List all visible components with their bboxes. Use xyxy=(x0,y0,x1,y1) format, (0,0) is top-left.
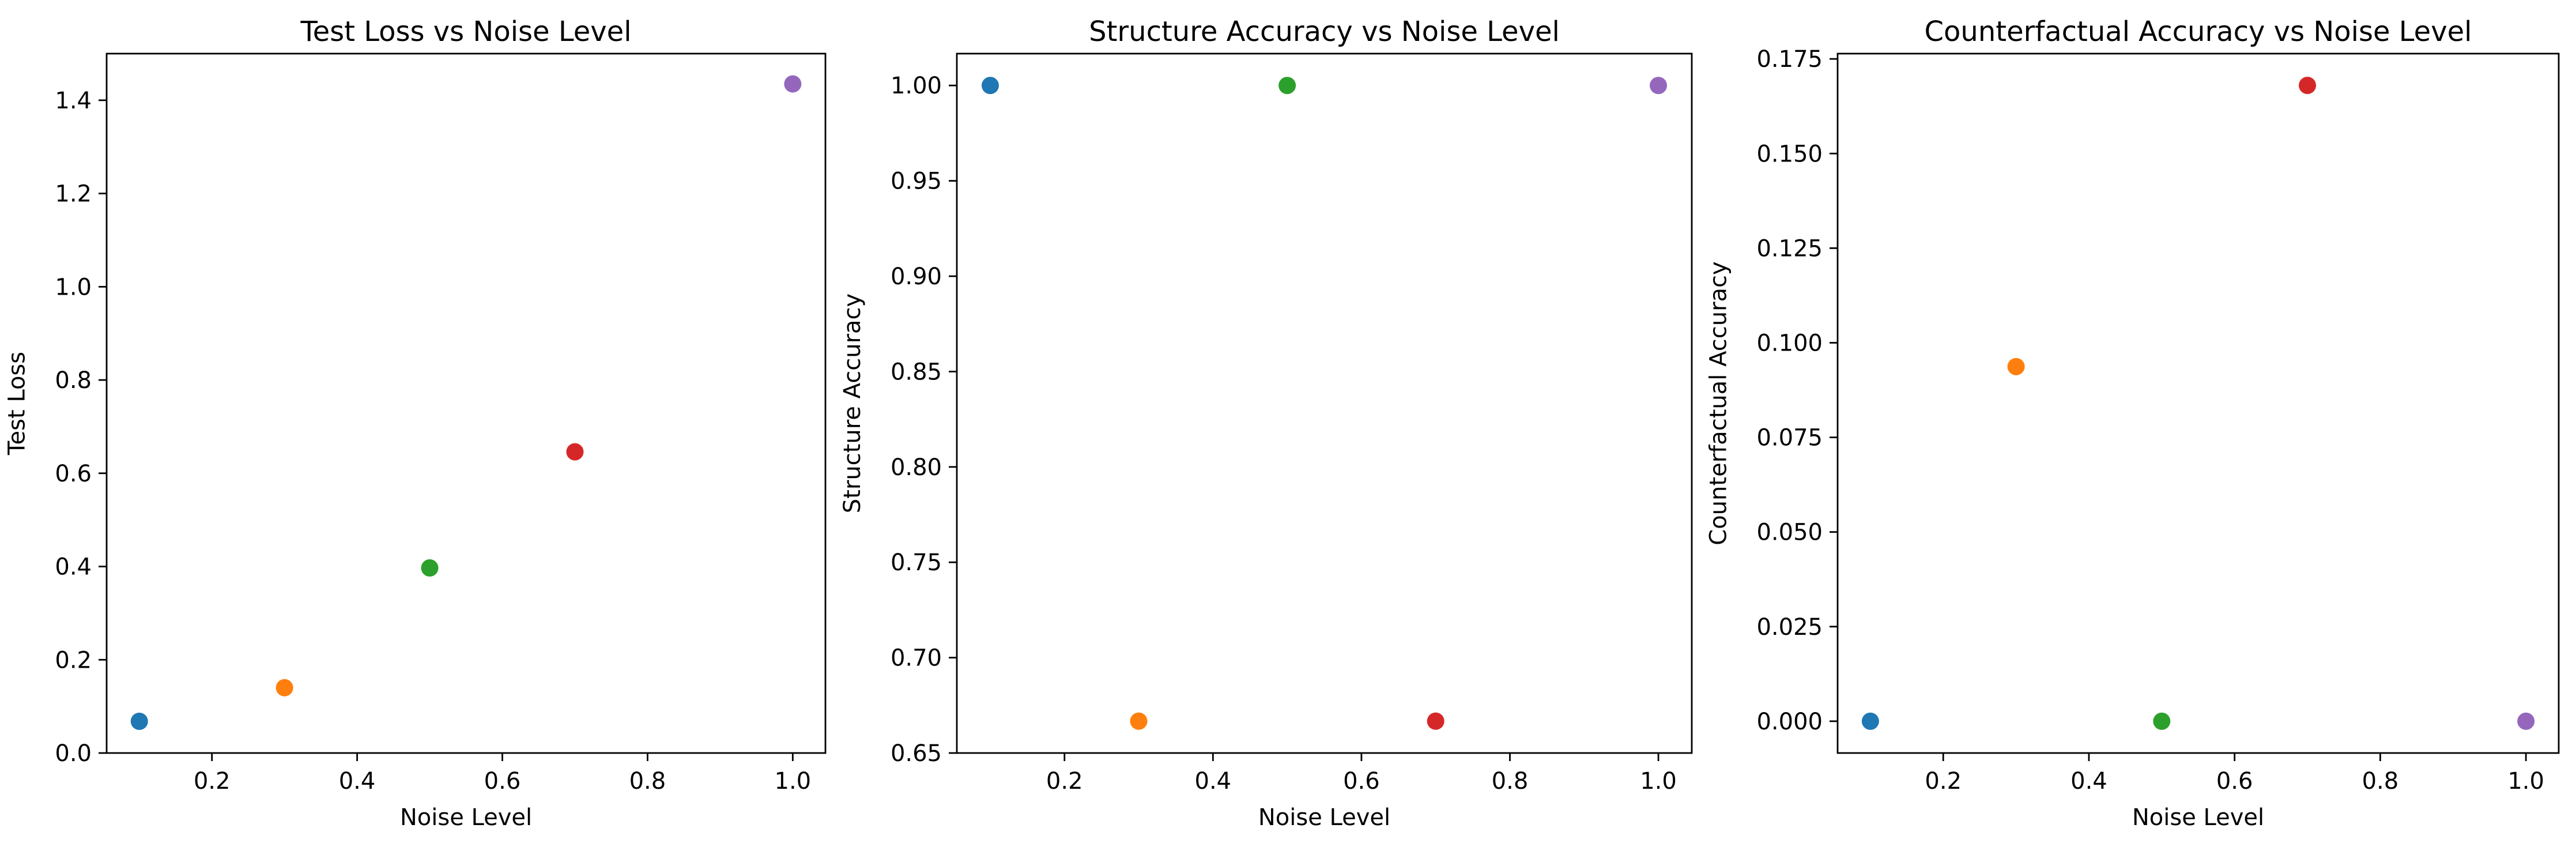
data-point xyxy=(1278,77,1296,95)
y-tick-label: 0.2 xyxy=(55,647,92,673)
data-point xyxy=(421,559,439,577)
x-tick-label: 1.0 xyxy=(1640,768,1677,795)
plot-frame xyxy=(105,52,827,754)
x-tick-label: 0.2 xyxy=(1925,768,1962,795)
plot-frame xyxy=(1836,52,2560,754)
y-tick-label: 0.6 xyxy=(55,461,92,487)
x-axis-label: Noise Level xyxy=(1258,804,1390,831)
y-tick-label: 0.85 xyxy=(891,359,942,385)
data-point xyxy=(2517,712,2535,730)
data-point xyxy=(566,443,584,461)
x-axis-label: Noise Level xyxy=(2132,804,2264,831)
x-tick-label: 1.0 xyxy=(2507,768,2544,795)
chart-title: Test Loss vs Noise Level xyxy=(300,16,631,48)
chart-title: Structure Accuracy vs Noise Level xyxy=(1089,16,1560,48)
y-tick-label: 0.150 xyxy=(1756,141,1823,167)
y-tick-label: 0.65 xyxy=(891,740,942,767)
data-point xyxy=(1130,712,1148,730)
x-tick-label: 0.4 xyxy=(1195,768,1232,795)
data-point xyxy=(2153,712,2171,730)
y-tick-label: 0.025 xyxy=(1756,614,1823,641)
x-tick-label: 0.6 xyxy=(484,768,521,795)
y-tick-label: 0.100 xyxy=(1756,330,1823,356)
y-axis-label: Structure Accuracy xyxy=(839,293,866,513)
data-point xyxy=(1650,77,1668,95)
y-tick-label: 0.075 xyxy=(1756,425,1823,451)
y-axis-label: Counterfactual Accuracy xyxy=(1706,261,1732,545)
x-tick-label: 0.8 xyxy=(1492,768,1529,795)
data-point xyxy=(1861,712,1879,730)
x-tick-label: 0.6 xyxy=(1343,768,1380,795)
chart-panel-3: Counterfactual Accuracy vs Noise Level 0.… xyxy=(1706,16,2560,831)
y-axis-label: Test Loss xyxy=(4,352,31,456)
x-tick-label: 0.8 xyxy=(2362,768,2399,795)
chart-panel-2: Structure Accuracy vs Noise Level 0.2 0.4 0… xyxy=(839,16,1693,831)
chart-panel-1: Test Loss vs Noise Level 0.2 0.4 0.6 0.8 1.0 0… xyxy=(4,16,827,831)
y-tick-label: 0.000 xyxy=(1756,709,1823,735)
data-point xyxy=(784,75,802,93)
x-tick-label: 0.4 xyxy=(2070,768,2107,795)
y-tick-label: 1.0 xyxy=(55,274,92,300)
y-tick-label: 0.8 xyxy=(55,367,92,394)
y-tick-label: 0.80 xyxy=(891,454,942,481)
y-tick-label: 0.4 xyxy=(55,554,92,581)
data-point xyxy=(130,713,148,731)
x-tick-label: 1.0 xyxy=(775,768,812,795)
y-tick-label: 0.90 xyxy=(891,263,942,290)
y-tick-label: 1.4 xyxy=(55,88,92,114)
x-tick-label: 0.8 xyxy=(629,768,666,795)
data-point xyxy=(2007,357,2025,375)
data-point xyxy=(1427,712,1444,730)
y-tick-label: 0.0 xyxy=(55,740,92,767)
y-tick-label: 0.125 xyxy=(1756,235,1823,262)
y-tick-label: 1.00 xyxy=(891,73,942,99)
x-tick-label: 0.6 xyxy=(2216,768,2253,795)
y-tick-label: 0.050 xyxy=(1756,520,1823,546)
y-tick-label: 1.2 xyxy=(55,181,92,208)
data-point xyxy=(981,77,999,95)
data-point xyxy=(276,679,293,697)
y-tick-label: 0.75 xyxy=(891,549,942,576)
data-point xyxy=(2299,77,2317,95)
plot-frame xyxy=(956,52,1693,754)
x-axis-label: Noise Level xyxy=(400,804,532,831)
chart-title: Counterfactual Accuracy vs Noise Level xyxy=(1925,16,2472,48)
y-tick-label: 0.95 xyxy=(891,168,942,195)
y-tick-label: 0.175 xyxy=(1756,46,1823,73)
x-tick-label: 0.2 xyxy=(1046,768,1083,795)
x-tick-label: 0.2 xyxy=(194,768,231,795)
x-tick-label: 0.4 xyxy=(339,768,376,795)
y-tick-label: 0.70 xyxy=(891,645,942,672)
